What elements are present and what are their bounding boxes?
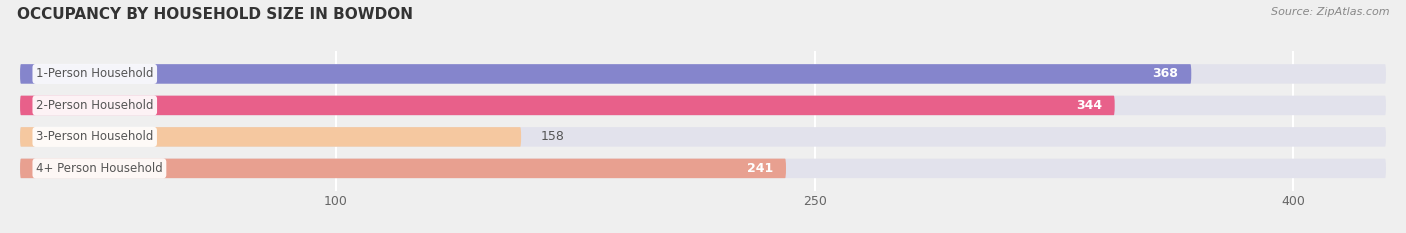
FancyBboxPatch shape — [20, 159, 1386, 178]
FancyBboxPatch shape — [20, 96, 1386, 115]
FancyBboxPatch shape — [20, 96, 1115, 115]
FancyBboxPatch shape — [20, 127, 522, 147]
Text: 2-Person Household: 2-Person Household — [37, 99, 153, 112]
FancyBboxPatch shape — [20, 159, 786, 178]
FancyBboxPatch shape — [20, 64, 1386, 84]
Text: 344: 344 — [1076, 99, 1102, 112]
Text: 1-Person Household: 1-Person Household — [37, 67, 153, 80]
Text: 4+ Person Household: 4+ Person Household — [37, 162, 163, 175]
Text: 3-Person Household: 3-Person Household — [37, 130, 153, 143]
Text: OCCUPANCY BY HOUSEHOLD SIZE IN BOWDON: OCCUPANCY BY HOUSEHOLD SIZE IN BOWDON — [17, 7, 413, 22]
Text: 158: 158 — [540, 130, 564, 143]
Text: 368: 368 — [1153, 67, 1178, 80]
Text: 241: 241 — [747, 162, 773, 175]
FancyBboxPatch shape — [20, 64, 1191, 84]
Text: Source: ZipAtlas.com: Source: ZipAtlas.com — [1271, 7, 1389, 17]
FancyBboxPatch shape — [20, 127, 1386, 147]
